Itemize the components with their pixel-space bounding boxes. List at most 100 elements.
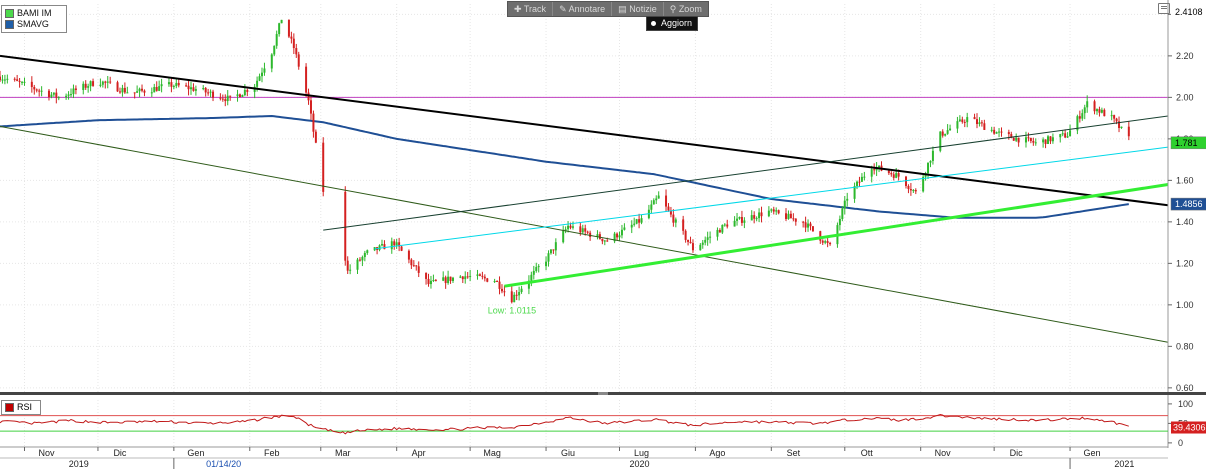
candle-body <box>47 90 50 98</box>
candle-body <box>292 38 295 49</box>
candle-body <box>221 98 224 100</box>
candle-body <box>410 259 413 266</box>
candle-body <box>635 219 638 224</box>
candle-body <box>589 232 592 237</box>
candle-body <box>121 87 124 93</box>
y-tick-label: 0.60 <box>1176 383 1194 393</box>
candle-body <box>150 92 153 94</box>
y-tick-label: 2.00 <box>1176 92 1194 102</box>
candle-body <box>1044 139 1047 144</box>
candle-body <box>1066 136 1069 138</box>
candle-body <box>305 66 308 93</box>
candle-body <box>1015 137 1018 141</box>
candle-body <box>118 91 121 93</box>
candle-body <box>275 34 278 46</box>
candle-body <box>167 82 170 85</box>
candle-body <box>344 191 347 261</box>
candle-body <box>513 294 516 303</box>
candle-body <box>603 240 606 242</box>
candle-body <box>116 82 119 92</box>
candle-body <box>398 242 401 247</box>
candle-body <box>444 277 447 284</box>
candle-body <box>1027 137 1030 139</box>
chart-legend[interactable]: BAMI IM SMAVG <box>1 5 67 33</box>
candle-body <box>363 252 366 258</box>
zoom-label: Zoom <box>678 4 702 14</box>
candle-body <box>993 129 996 134</box>
rsi-legend[interactable]: RSI <box>1 400 41 415</box>
candle-body <box>1017 137 1020 143</box>
candle-body <box>606 240 609 242</box>
legend-swatch-icon <box>5 403 14 413</box>
rsi-legend-label: RSI <box>17 402 33 412</box>
legend-item-bami[interactable]: BAMI IM <box>5 8 63 19</box>
pencil-icon: ✎ <box>559 4 567 14</box>
x-axis: Nov Dic Gen Feb Mar Apr Mag Giu Lug Ago Set Ott Nov D… <box>0 446 1168 469</box>
candle-body <box>687 239 690 242</box>
candle-body <box>613 233 616 242</box>
candle-body <box>202 88 205 90</box>
candle-body <box>451 277 454 281</box>
candle-body <box>929 160 932 163</box>
month-label: Dic <box>1010 448 1023 458</box>
annotate-button[interactable]: ✎ Annotare <box>553 2 613 16</box>
candle-body <box>390 241 393 250</box>
news-button[interactable]: ▤ Notizie <box>612 2 664 16</box>
candle-body <box>57 97 60 99</box>
track-button[interactable]: ✚ Track <box>508 2 554 16</box>
candle-body <box>760 212 763 217</box>
candle-body <box>892 174 895 178</box>
candle-body <box>510 291 513 303</box>
month-label: Lug <box>634 448 649 458</box>
candle-body <box>527 280 530 289</box>
candle-body <box>870 169 873 177</box>
candle-body <box>581 228 584 233</box>
candle-body <box>819 231 822 241</box>
candle-body <box>1098 109 1101 113</box>
candle-body <box>716 229 719 237</box>
candle-body <box>101 81 104 85</box>
candle-body <box>383 244 386 250</box>
candle-body <box>187 85 190 90</box>
candle-body <box>586 231 589 233</box>
rsi-tick-label: 100 <box>1178 399 1193 409</box>
candle-body <box>941 131 944 136</box>
price-label: 1.781 <box>1175 138 1198 148</box>
plus-icon: ✚ <box>514 4 522 14</box>
magnifier-icon: ⚲ <box>669 4 677 14</box>
zoom-button[interactable]: ⚲ Zoom <box>664 2 708 16</box>
y-tick-label: 0.80 <box>1176 341 1194 351</box>
candle-body <box>750 215 753 221</box>
year-label: 2021 <box>1114 459 1134 469</box>
candle-body <box>983 123 986 130</box>
year-label: 2020 <box>629 459 649 469</box>
candle-body <box>562 230 565 243</box>
candle-body <box>789 213 792 219</box>
candle-body <box>226 95 229 102</box>
trend-lines[interactable] <box>0 54 1169 343</box>
panel-menu-icon[interactable] <box>1158 3 1170 14</box>
candle-body <box>204 88 207 93</box>
candle-body <box>1051 137 1054 142</box>
candle-body <box>258 76 261 81</box>
y-tick-label: 1.40 <box>1176 217 1194 227</box>
candle-body <box>1049 136 1052 142</box>
candle-body <box>106 81 109 83</box>
candle-body <box>535 267 538 271</box>
refresh-button[interactable]: Aggiorn <box>646 16 699 31</box>
candle-body <box>709 236 712 238</box>
candle-body <box>50 94 53 98</box>
rsi-panel: 05010039.4306 <box>0 399 1206 448</box>
candle-body <box>160 84 163 87</box>
candle-body <box>92 81 95 86</box>
legend-item-smavg[interactable]: SMAVG <box>5 19 63 30</box>
candlestick-series <box>0 19 1130 304</box>
candle-body <box>21 81 24 83</box>
candle-body <box>263 68 266 73</box>
candle-body <box>792 218 795 220</box>
candle-body <box>40 90 43 92</box>
candle-body <box>476 274 479 276</box>
candle-body <box>552 249 555 251</box>
trend-line <box>0 54 1169 207</box>
